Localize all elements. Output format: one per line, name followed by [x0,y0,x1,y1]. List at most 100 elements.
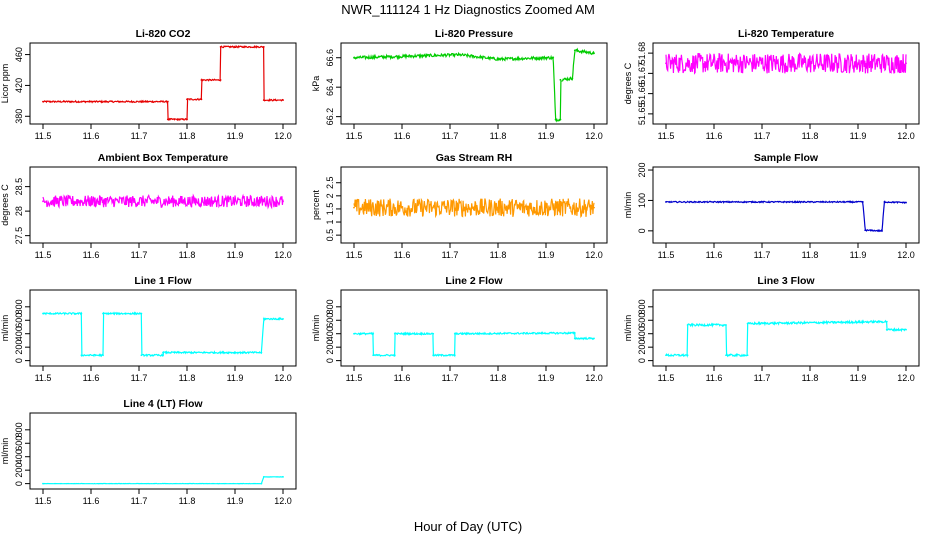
plot-frame [652,289,920,367]
data-point [80,312,83,315]
x-tick-label: 11.7 [131,373,148,383]
data-point [262,475,265,478]
y-tick-label: 800 [637,299,647,314]
x-tick-label: 11.6 [83,131,100,141]
data-point [260,482,263,485]
data-point [864,229,867,232]
panel-title: Line 4 (LT) Flow [123,398,203,410]
x-tick-label: 11.7 [442,250,459,260]
data-point [573,332,576,334]
series-line [42,193,284,210]
plot-frame [29,166,297,244]
y-tick-label: 66.6 [325,49,335,67]
y-tick-label: 28.5 [14,178,24,196]
y-tick-label: 2.5 [325,176,335,189]
data-point [573,49,576,52]
data-point [725,324,727,326]
data-point [905,62,907,65]
x-tick-label: 11.6 [83,496,100,506]
data-point [162,351,164,354]
data-point [353,56,355,59]
x-tick-label: 11.7 [754,250,771,260]
data-point [545,56,547,59]
data-point [393,332,396,335]
panel-title: Li-820 Pressure [435,28,513,40]
y-tick-label: 0 [14,481,24,486]
x-tick-label: 11.6 [394,250,411,260]
y-axis-label: ml/min [623,192,633,219]
y-tick-label: 51.68 [637,42,647,65]
data-point [746,322,749,325]
series-line [42,311,284,358]
data-point [353,206,355,209]
y-axis-label: ml/min [623,315,633,342]
data-point [861,201,864,203]
x-tick-label: 11.8 [179,373,196,383]
data-point [432,354,435,357]
y-tick-label: 0.5 [325,229,335,242]
data-point [453,354,456,357]
panel-title: Sample Flow [754,152,819,164]
panel-2: Li-820 Pressure 11.5 11.6 11.7 11.8 11.9 12.0 6… [311,28,608,141]
plot-frame [652,42,920,125]
data-point [571,77,574,80]
x-tick-label: 11.5 [346,250,363,260]
figure-x-label: Hour of Day (UTC) [414,519,522,534]
panel-4: Ambient Box Temperature 11.5 11.6 11.7 11.8 1… [0,152,297,260]
x-tick-label: 11.6 [83,373,100,383]
panel-title: Gas Stream RH [436,152,512,164]
x-tick-label: 11.5 [658,131,675,141]
data-point [665,354,667,357]
panel-1: Li-820 CO2 11.5 11.6 11.7 11.8 11.9 12.0 380 420… [0,28,297,141]
panel-7: Line 1 Flow 11.5 11.6 11.7 11.8 11.9 12.0 0 2004… [0,275,297,383]
y-tick-label: 1.5 [325,203,335,216]
y-tick-label: 27.5 [14,227,24,245]
x-tick-label: 11.9 [850,131,867,141]
y-tick-label: 600 [14,313,24,328]
data-point [559,78,562,81]
data-point [458,53,461,56]
y-tick-label: 600 [637,313,647,328]
data-point [186,98,188,101]
series-line [665,319,907,358]
x-tick-label: 11.5 [658,250,675,260]
panel-9: Line 3 Flow 11.5 11.6 11.7 11.8 11.9 12.0 0 2004… [623,275,920,383]
series-line [43,476,284,485]
y-tick-label: 420 [14,78,24,93]
x-tick-label: 11.8 [490,250,507,260]
y-tick-label: 600 [325,313,335,328]
data-point [497,58,499,61]
y-axis-label: degrees C [0,184,10,226]
data-point [885,320,888,323]
y-tick-label: 800 [325,299,335,314]
figure-title: NWR_111124 1 Hz Diagnostics Zoomed AM [341,2,595,17]
x-tick-label: 11.7 [442,131,459,141]
y-axis-label: kPa [311,76,321,92]
x-tick-label: 11.9 [538,131,555,141]
data-point [282,318,284,320]
y-tick-label: 800 [14,422,24,437]
series-line [665,200,907,233]
x-tick-label: 11.5 [346,131,363,141]
y-tick-label: 51.67 [637,62,647,85]
data-point [166,118,169,121]
data-point [554,118,557,121]
x-tick-label: 12.0 [897,373,915,383]
y-tick-label: 28 [14,206,24,216]
y-axis-label: ml/min [311,315,321,342]
panel-title: Ambient Box Temperature [98,152,229,164]
x-tick-label: 11.5 [35,250,52,260]
data-point [432,332,435,335]
panel-title: Line 2 Flow [445,275,503,287]
x-tick-label: 12.0 [274,250,292,260]
plot-frame [29,42,297,125]
y-axis-label: ml/min [0,438,10,465]
y-tick-label: 200 [325,340,335,355]
data-point [665,201,667,203]
data-point [686,324,689,326]
x-tick-label: 11.6 [394,373,411,383]
plot-frame [29,289,297,367]
data-point [282,475,284,478]
plot-frame [340,289,608,367]
x-tick-label: 12.0 [897,250,915,260]
